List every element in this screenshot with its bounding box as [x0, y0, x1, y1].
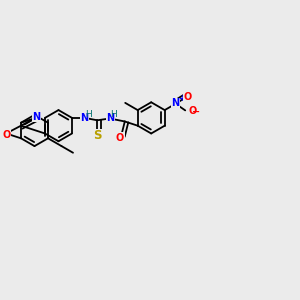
Text: H: H [110, 110, 117, 119]
Text: O: O [116, 133, 124, 143]
Text: +: + [178, 94, 184, 103]
Text: O: O [188, 106, 196, 116]
Text: O: O [3, 130, 11, 140]
Text: N: N [80, 112, 88, 123]
Text: −: − [192, 107, 200, 117]
Text: N: N [172, 98, 180, 108]
Text: N: N [32, 112, 40, 122]
Text: N: N [106, 113, 114, 123]
Text: H: H [85, 110, 92, 119]
Text: S: S [93, 129, 101, 142]
Text: O: O [184, 92, 192, 102]
